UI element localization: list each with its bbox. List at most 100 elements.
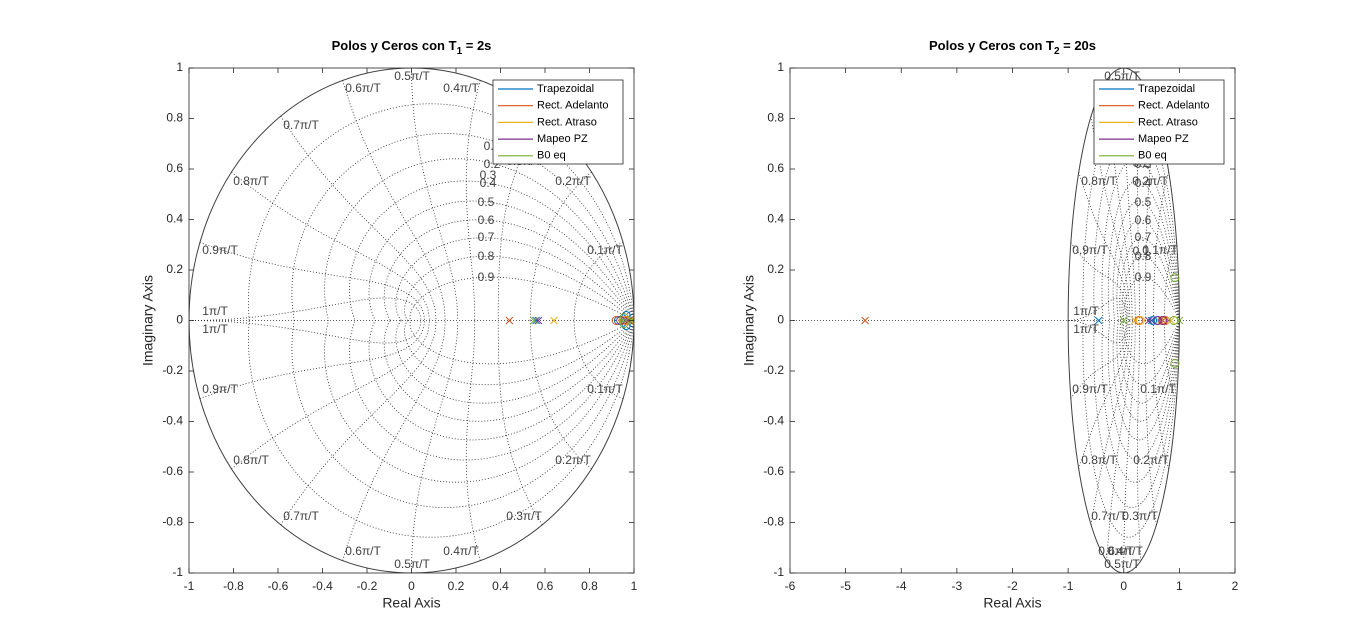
y-tick-label: -0.4	[763, 414, 784, 428]
frequency-label-lower: 0.4π/T	[1107, 544, 1143, 558]
frequency-curve-lower	[189, 320, 422, 344]
frequency-curve-upper	[497, 115, 543, 321]
x-tick-label: 0.2	[448, 579, 465, 593]
damping-curve-upper	[395, 237, 634, 321]
frequency-label-upper: 0.9π/T	[1072, 243, 1108, 257]
x-axis-label: Real Axis	[983, 595, 1041, 611]
frequency-curve-upper	[199, 242, 426, 321]
zero-marker	[1170, 273, 1180, 283]
x-tick-label: 0.6	[537, 579, 554, 593]
frequency-curve-lower	[1078, 320, 1129, 470]
frequency-label-lower: 0.2π/T	[555, 453, 591, 467]
x-tick-label: 0.8	[581, 579, 598, 593]
frequency-label-lower: 0.6π/T	[1098, 544, 1134, 558]
damping-label: 0.7	[478, 230, 495, 244]
damping-curve-upper	[1123, 276, 1180, 321]
frequency-label-upper: 0.2π/T	[555, 174, 591, 188]
pole-stroke	[624, 316, 633, 325]
damping-label: 0.5	[478, 195, 495, 209]
damping-label: 0.8	[1135, 249, 1152, 263]
x-tick-label: 2	[1232, 579, 1239, 593]
y-tick-label: -0.2	[763, 363, 784, 377]
frequency-label-lower: 0.5π/T	[1104, 557, 1140, 571]
damping-curve-lower	[291, 320, 634, 509]
y-axis-label: Imaginary Axis	[140, 275, 156, 366]
legend: Trapezoidal Rect. Adelanto Rect. Atraso Map…	[1093, 79, 1225, 165]
grid-lines: 0.10.20.30.40.50.60.70.80.90.1π/T0.1π/T0…	[189, 68, 634, 573]
zero-marker	[611, 316, 621, 325]
damping-curve-lower	[1121, 320, 1180, 386]
frequency-curve-lower	[573, 320, 624, 399]
frequency-label-lower: 0.2π/T	[1133, 453, 1169, 467]
y-tick-label: 0	[777, 313, 784, 327]
damping-label: 0.8	[478, 249, 495, 263]
damping-curve-lower	[404, 320, 634, 386]
damping-label: 0.4	[480, 176, 497, 190]
x-tick-label: -0.6	[268, 579, 289, 593]
pole-marker	[861, 316, 869, 325]
frequency-label-upper: 0.4π/T	[443, 81, 479, 95]
frequency-curve-upper	[342, 80, 446, 321]
x-tick-label: -1	[184, 579, 195, 593]
pole-marker	[624, 316, 633, 325]
damping-curve-upper	[404, 255, 634, 321]
frequency-label-lower: 0.1π/T	[587, 382, 623, 396]
chart-1: 0.10.20.30.40.50.60.70.80.90.1π/T0.1π/T0…	[140, 38, 638, 611]
chart-title: Polos y Ceros con T1 = 2s	[332, 38, 492, 57]
frequency-label-upper: 0.9π/T	[202, 243, 238, 257]
y-tick-label: 0.2	[767, 262, 784, 276]
damping-label: 0.1	[1133, 244, 1150, 258]
frequency-label-upper: 0.5π/T	[394, 69, 430, 83]
x-tick-label: 1	[1176, 579, 1183, 593]
y-tick-label: 1	[176, 60, 183, 74]
x-axis-label: Real Axis	[382, 595, 440, 611]
damping-curve-lower	[1123, 320, 1180, 365]
damping-curve-upper	[1116, 219, 1180, 321]
damping-curve-upper	[291, 132, 634, 321]
pole-marker	[1119, 316, 1128, 325]
x-tick-label: -4	[896, 579, 907, 593]
frequency-label-upper: 0.6π/T	[345, 81, 381, 95]
frequency-curve-lower	[231, 320, 430, 470]
damping-curve-upper	[1101, 158, 1180, 321]
x-tick-label: -0.4	[312, 579, 333, 593]
x-tick-label: -1	[1063, 579, 1074, 593]
pole-stroke	[1167, 316, 1175, 325]
pole-stroke	[530, 316, 538, 325]
x-tick-label: -0.8	[223, 579, 244, 593]
damping-label: 0.9	[1135, 270, 1152, 284]
damping-label: 0.4	[1135, 176, 1152, 190]
damping-label: 0.6	[478, 213, 495, 227]
legend-entry: B0 eq	[537, 150, 566, 162]
y-tick-label: 0.8	[166, 111, 183, 125]
chart-title-suffix: = 2s	[462, 38, 491, 53]
frequency-label-lower: 0.6π/T	[345, 544, 381, 558]
zero-marker	[1169, 316, 1179, 325]
pole-stroke	[505, 316, 514, 325]
pole-zero-markers	[505, 310, 634, 331]
frequency-curve-lower	[497, 320, 543, 526]
x-tick-label: 0.4	[492, 579, 509, 593]
damping-curve-upper	[1107, 180, 1180, 321]
y-tick-label: -0.8	[162, 515, 183, 529]
damping-curve-upper	[383, 219, 634, 321]
frequency-label-lower: 1π/T	[202, 322, 228, 336]
y-tick-label: -0.4	[162, 414, 183, 428]
chart-title: Polos y Ceros con T2 = 20s	[929, 38, 1096, 57]
pole-zero-markers	[861, 273, 1184, 368]
frequency-label-lower: 0.3π/T	[506, 509, 542, 523]
y-tick-label: 0.6	[767, 161, 784, 175]
damping-curve-lower	[395, 320, 634, 404]
frequency-curve-upper	[1090, 116, 1131, 321]
frequency-label-upper: 0.1π/T	[1142, 243, 1178, 257]
chart-title-subscript: 1	[457, 46, 463, 57]
y-tick-label: 0	[176, 313, 183, 327]
pole-marker	[530, 316, 538, 325]
frequency-label-upper: 0.2π/T	[1132, 174, 1168, 188]
damping-label: 0.9	[478, 270, 495, 284]
y-tick-label: 0.2	[166, 262, 183, 276]
damping-curve-upper	[247, 103, 634, 321]
chart-title-suffix: = 20s	[1060, 38, 1097, 53]
pole-marker	[532, 316, 540, 325]
